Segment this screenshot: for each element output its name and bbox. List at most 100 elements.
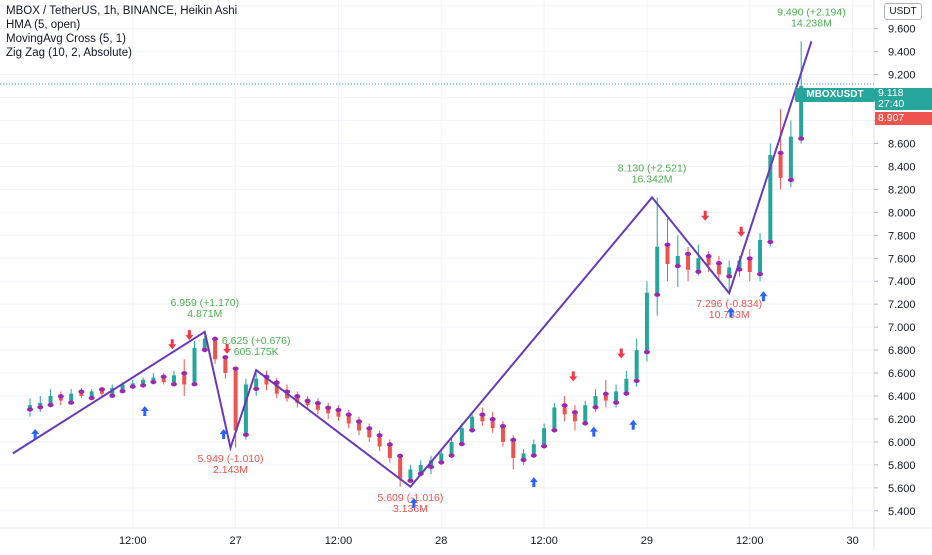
buy-arrow-shape xyxy=(589,426,598,437)
candle-up xyxy=(624,378,629,392)
price-tick-label: 6.200 xyxy=(888,414,916,426)
legend-symbol[interactable]: MBOX / TetherUS, 1h, BINANCE, Heikin Ash… xyxy=(6,5,238,17)
hma-dot xyxy=(530,453,537,458)
hma-dot xyxy=(458,441,465,447)
hma-dot xyxy=(777,150,784,156)
hma-dot xyxy=(695,269,702,274)
low-price-label: 8.907 xyxy=(875,112,932,125)
candle-down xyxy=(377,437,382,447)
candle-up xyxy=(418,464,423,472)
candle-up xyxy=(202,338,207,348)
candle-up xyxy=(89,391,94,396)
hma-dot xyxy=(294,394,301,399)
candle-up xyxy=(449,441,454,454)
price-tick-label: 8.400 xyxy=(888,161,916,173)
hma-dot xyxy=(109,393,116,398)
candle-down xyxy=(367,430,372,438)
candle-down xyxy=(99,391,104,394)
sell-signal-arrow-icon xyxy=(737,226,746,237)
hma-dot xyxy=(129,384,136,389)
candle-down xyxy=(603,396,608,401)
hma-dot xyxy=(571,410,578,415)
candle-down xyxy=(315,405,320,410)
pivot-label-volume: 10.733M xyxy=(709,309,750,321)
price-tick-label: 5.600 xyxy=(888,483,916,495)
candle-up xyxy=(542,428,547,445)
buy-signal-arrow-icon xyxy=(726,307,735,318)
candle-up xyxy=(141,379,146,384)
candle-down xyxy=(326,409,331,414)
hma-dot xyxy=(787,177,794,183)
candle-up xyxy=(768,154,773,240)
candle-down xyxy=(58,398,63,401)
hma-dot xyxy=(448,453,455,458)
sell-signal-arrow-icon xyxy=(185,330,194,341)
legend-ma-cross[interactable]: MovingAvg Cross (5, 1) xyxy=(6,33,126,45)
hma-dot xyxy=(510,437,517,443)
hma-dot xyxy=(345,412,352,417)
candle-up xyxy=(552,407,557,429)
time-tick-label: 12:00 xyxy=(736,535,764,547)
hma-dot xyxy=(88,395,95,401)
price-tick-label: 6.600 xyxy=(888,368,916,380)
buy-signal-arrow-icon xyxy=(589,426,598,437)
hma-dot xyxy=(376,433,383,438)
hma-dot xyxy=(428,464,435,470)
hma-dot xyxy=(386,442,393,447)
pivot-label-volume: 16.342M xyxy=(632,173,673,185)
hma-dot xyxy=(705,254,712,259)
hma-dot xyxy=(726,274,733,279)
hma-dot xyxy=(479,412,486,417)
buy-signal-arrow-icon xyxy=(140,406,149,416)
candle-up xyxy=(459,428,464,442)
candle-down xyxy=(223,359,228,374)
pivot-label-volume: 4.871M xyxy=(187,308,222,320)
price-tick-label: 7.600 xyxy=(888,253,916,265)
candle-up xyxy=(655,246,660,293)
hma-dot xyxy=(26,407,33,412)
candle-down xyxy=(490,421,495,429)
zigzag-line xyxy=(12,41,813,489)
buy-signal-arrow-icon xyxy=(219,428,228,439)
price-tick-label: 7.400 xyxy=(888,276,916,288)
candle-down xyxy=(572,414,577,422)
pivot-label-price: 6.625 (+0.676) xyxy=(222,335,291,347)
candle-up xyxy=(171,375,176,383)
hma-dot xyxy=(674,263,681,269)
pivot-label-volume: 605.175K xyxy=(234,346,279,358)
pivot-label-price: 6.959 (+1.170) xyxy=(170,297,239,309)
buy-signal-arrow-icon xyxy=(529,477,538,488)
hma-dot xyxy=(757,271,764,277)
candle-down xyxy=(706,258,711,266)
legend-zigzag[interactable]: Zig Zag (10, 2, Absolute) xyxy=(6,47,132,59)
candle-up xyxy=(521,453,526,458)
candle-up xyxy=(243,384,248,433)
sell-signal-arrow-icon xyxy=(617,348,626,359)
pivot-label-price: 7.296 (-0.834) xyxy=(696,298,762,310)
hma-dot xyxy=(623,391,630,396)
candle-down xyxy=(285,393,290,399)
price-tick-label: 6.000 xyxy=(888,437,916,449)
buy-arrow-shape xyxy=(529,477,538,488)
buy-signal-arrow-icon xyxy=(409,497,418,508)
time-tick-label: 12:00 xyxy=(325,535,353,547)
time-tick-label: 29 xyxy=(641,535,653,547)
legend-hma[interactable]: HMA (5, open) xyxy=(6,19,81,31)
hma-dot xyxy=(366,426,373,431)
hma-dot xyxy=(767,239,774,245)
pivot-label-volume: 3.136M xyxy=(393,503,428,515)
candle-down xyxy=(747,260,752,273)
candle-down xyxy=(233,370,238,431)
hma-dot xyxy=(57,394,64,399)
hma-dot xyxy=(242,432,249,437)
currency-unit-button[interactable]: USDT xyxy=(884,3,922,20)
hma-dot xyxy=(222,355,229,360)
pivot-label-volume: 14.238M xyxy=(791,17,832,29)
hma-dot xyxy=(232,366,239,371)
hma-dot xyxy=(499,423,506,429)
pivot-label-price: 9.490 (+2.194) xyxy=(777,6,846,18)
candle-down xyxy=(398,457,403,479)
pivot-label-price: 5.949 (-1.010) xyxy=(198,453,264,465)
